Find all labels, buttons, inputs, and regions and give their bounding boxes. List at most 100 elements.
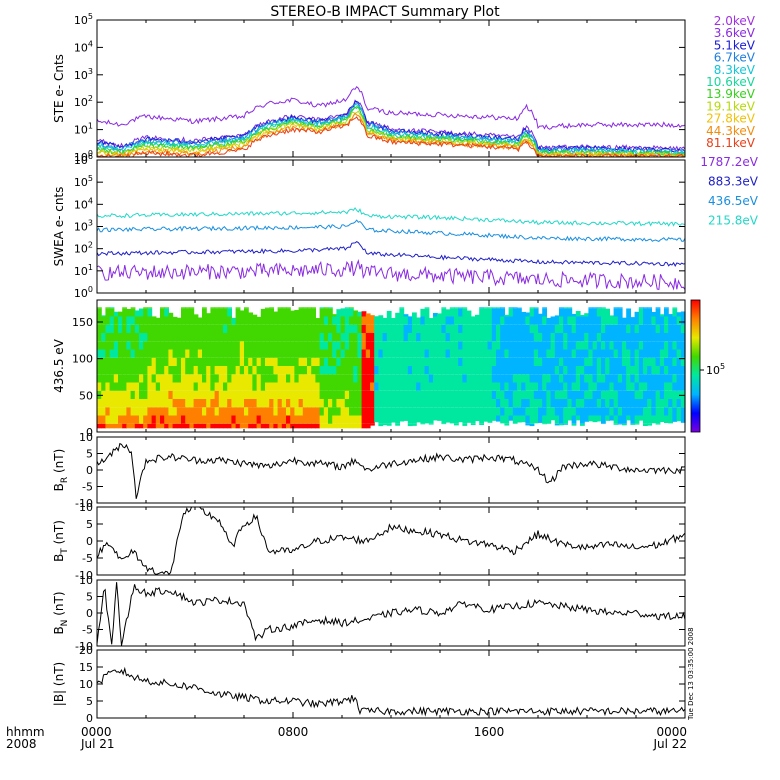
heatmap-cell: [252, 341, 258, 350]
heatmap-cell: [395, 324, 400, 333]
heatmap-cell: [428, 318, 434, 325]
heatmap-cell: [605, 399, 610, 408]
heatmap-cell: [298, 349, 304, 358]
heatmap-cell: [328, 333, 333, 342]
heatmap-cell: [567, 333, 573, 342]
heatmap-cell: [462, 349, 468, 358]
heatmap-cell: [470, 407, 476, 416]
heatmap-cell: [344, 307, 350, 309]
colorbar-label: 105: [706, 362, 725, 377]
heatmap-cell: [592, 307, 598, 309]
heatmap-cell: [622, 390, 627, 399]
heatmap-cell: [458, 382, 463, 391]
heatmap-cell: [626, 308, 631, 317]
heatmap-cell: [223, 307, 228, 309]
heatmap-cell: [332, 314, 337, 317]
heatmap-cell: [290, 366, 295, 375]
heatmap-cell: [630, 423, 636, 425]
heatmap-cell: [239, 349, 245, 358]
heatmap-cell: [512, 341, 518, 350]
heatmap-cell: [395, 399, 400, 408]
heatmap-cell: [143, 407, 148, 416]
heatmap-cell: [349, 316, 354, 325]
heatmap-cell: [643, 423, 648, 426]
heatmap-cell: [651, 407, 657, 416]
heatmap-cell: [659, 415, 665, 423]
heatmap-cell: [269, 390, 274, 399]
heatmap-cell: [139, 390, 144, 399]
heatmap-cell: [126, 407, 132, 416]
heatmap-cell: [403, 316, 409, 325]
heatmap-cell: [563, 390, 568, 399]
heatmap-cell: [164, 357, 169, 366]
heatmap-cell: [559, 390, 564, 399]
heatmap-cell: [533, 308, 539, 317]
heatmap-cell: [134, 366, 140, 375]
heatmap-cell: [340, 374, 346, 383]
heatmap-cell: [109, 374, 115, 383]
heatmap-cell: [286, 423, 291, 429]
heatmap-cell: [521, 366, 526, 375]
heatmap-cell: [517, 341, 522, 350]
heatmap-cell: [496, 341, 501, 350]
series-line: [97, 507, 685, 575]
heatmap-cell: [395, 312, 400, 317]
heatmap-cell: [445, 415, 451, 423]
heatmap-cell: [496, 349, 501, 358]
heatmap-cell: [382, 382, 388, 391]
heatmap-cell: [668, 390, 673, 399]
heatmap-cell: [664, 324, 669, 333]
heatmap-cell: [260, 382, 266, 391]
heatmap-cell: [479, 407, 484, 416]
heatmap-cell: [433, 333, 438, 342]
heatmap-cell: [139, 407, 144, 416]
y-tick-label: -10: [75, 497, 93, 510]
series-group: [97, 507, 685, 575]
heatmap-cell: [256, 357, 262, 366]
heatmap-cell: [197, 374, 203, 383]
heatmap-cell: [206, 324, 211, 333]
heatmap-cell: [256, 366, 262, 375]
heatmap-cell: [244, 307, 249, 309]
heatmap-cell: [307, 390, 312, 399]
heatmap-cell: [626, 382, 631, 391]
heatmap-cell: [113, 349, 119, 358]
heatmap-cell: [462, 407, 468, 416]
heatmap-cell: [151, 341, 157, 350]
heatmap-cell: [344, 423, 350, 429]
heatmap-cell: [277, 407, 283, 416]
heatmap-cell: [525, 312, 531, 317]
heatmap-cell: [672, 308, 678, 317]
heatmap-cell: [290, 333, 295, 342]
heatmap-cell: [130, 374, 136, 383]
heatmap-cell: [395, 349, 400, 358]
heatmap-cell: [391, 366, 396, 375]
heatmap-cell: [231, 390, 237, 399]
y-tick-label: 10: [79, 501, 93, 514]
heatmap-cell: [197, 399, 203, 408]
heatmap-cell: [491, 366, 497, 375]
heatmap-cell: [512, 415, 518, 424]
heatmap-cell: [244, 423, 249, 429]
heatmap-cell: [101, 315, 106, 317]
heatmap-cell: [357, 390, 363, 399]
heatmap-cell: [361, 311, 367, 317]
heatmap-cell: [185, 324, 190, 333]
heatmap-cell: [449, 308, 455, 317]
heatmap-cell: [517, 349, 522, 358]
heatmap-cell: [147, 382, 153, 391]
heatmap-cell: [563, 366, 568, 375]
heatmap-cell: [395, 374, 400, 383]
heatmap-cell: [349, 366, 354, 375]
heatmap-cell: [567, 415, 573, 421]
heatmap-cell: [470, 333, 476, 342]
heatmap-cell: [634, 374, 640, 383]
heatmap-cell: [189, 382, 195, 391]
heatmap-cell: [433, 366, 438, 375]
heatmap-cell: [307, 399, 312, 408]
heatmap-cell: [630, 390, 636, 399]
heatmap-cell: [155, 324, 161, 333]
heatmap-cell: [214, 390, 220, 399]
heatmap-cell: [353, 341, 358, 350]
heatmap-cell: [281, 324, 287, 333]
